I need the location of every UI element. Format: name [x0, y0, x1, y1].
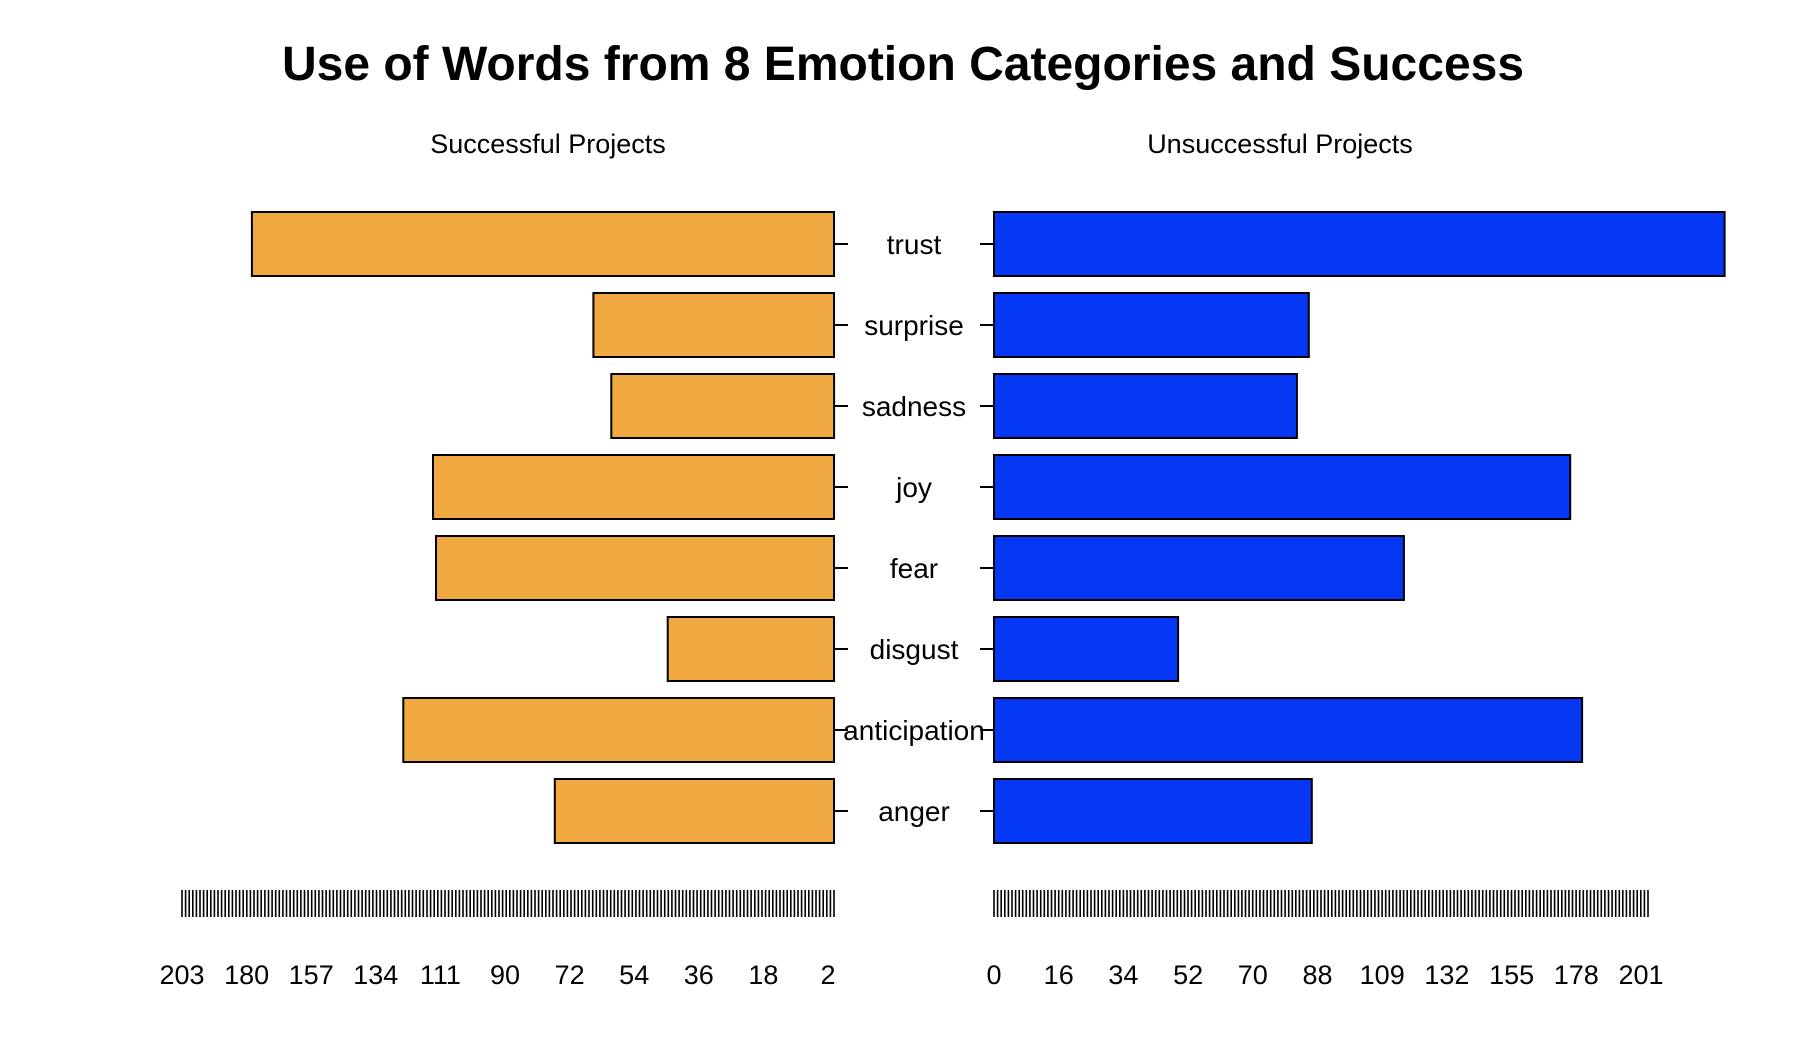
unsuccessful-tick-label: 88 — [1302, 960, 1332, 990]
successful-bar-anticipation — [402, 697, 835, 763]
unsuccessful-bar-anger — [993, 778, 1313, 844]
category-label-sadness: sadness — [862, 391, 966, 422]
successful-tick-label: 90 — [490, 960, 520, 990]
successful-tick-label: 72 — [555, 960, 585, 990]
unsuccessful-scale-ticks — [993, 890, 1649, 917]
successful-tick-label: 157 — [289, 960, 334, 990]
right-panel-title: Unsuccessful Projects — [1147, 129, 1413, 159]
successful-bar-disgust — [666, 616, 836, 682]
category-label-joy: joy — [895, 472, 932, 503]
successful-bar-fear — [435, 535, 835, 601]
successful-tick-label: 18 — [748, 960, 778, 990]
unsuccessful-bar-anticipation — [993, 697, 1584, 763]
unsuccessful-tick-label: 34 — [1108, 960, 1138, 990]
unsuccessful-tick-label: 52 — [1173, 960, 1203, 990]
category-label-surprise: surprise — [864, 310, 964, 341]
successful-tick-label: 111 — [420, 960, 461, 990]
left-panel-title: Successful Projects — [430, 129, 666, 159]
unsuccessful-tick-label: 132 — [1424, 960, 1469, 990]
unsuccessful-tick-label: 0 — [986, 960, 1001, 990]
successful-bar-sadness — [610, 373, 836, 439]
successful-bar-anger — [553, 778, 835, 844]
successful-bar-joy — [432, 454, 835, 520]
category-label-anger: anger — [878, 796, 950, 827]
category-label-disgust: disgust — [870, 634, 959, 665]
unsuccessful-bar-trust — [993, 211, 1726, 277]
successful-tick-label: 180 — [224, 960, 269, 990]
unsuccessful-bar-disgust — [993, 616, 1180, 682]
successful-tick-label: 2 — [820, 960, 835, 990]
successful-bar-surprise — [592, 292, 836, 358]
unsuccessful-bar-surprise — [993, 292, 1310, 358]
plot-layer: trust surprise sadness joy fear disgust antici… — [159, 211, 1726, 990]
successful-tick-label: 36 — [684, 960, 714, 990]
unsuccessful-bar-joy — [993, 454, 1572, 520]
unsuccessful-bar-fear — [993, 535, 1405, 601]
unsuccessful-tick-label: 155 — [1489, 960, 1534, 990]
successful-bar-trust — [250, 211, 835, 277]
category-label-fear: fear — [890, 553, 938, 584]
category-label-trust: trust — [887, 229, 942, 260]
unsuccessful-tick-label: 178 — [1554, 960, 1599, 990]
category-label-anticipation: anticipation — [843, 715, 985, 746]
successful-tick-label: 54 — [619, 960, 649, 990]
successful-tick-label: 203 — [159, 960, 204, 990]
unsuccessful-bar-sadness — [993, 373, 1298, 439]
chart-title: Use of Words from 8 Emotion Categories a… — [282, 38, 1524, 91]
unsuccessful-tick-label: 70 — [1238, 960, 1268, 990]
unsuccessful-tick-label: 201 — [1618, 960, 1663, 990]
successful-tick-label: 134 — [353, 960, 398, 990]
unsuccessful-tick-label: 16 — [1044, 960, 1074, 990]
unsuccessful-tick-label: 109 — [1360, 960, 1405, 990]
successful-scale-ticks — [181, 890, 835, 917]
